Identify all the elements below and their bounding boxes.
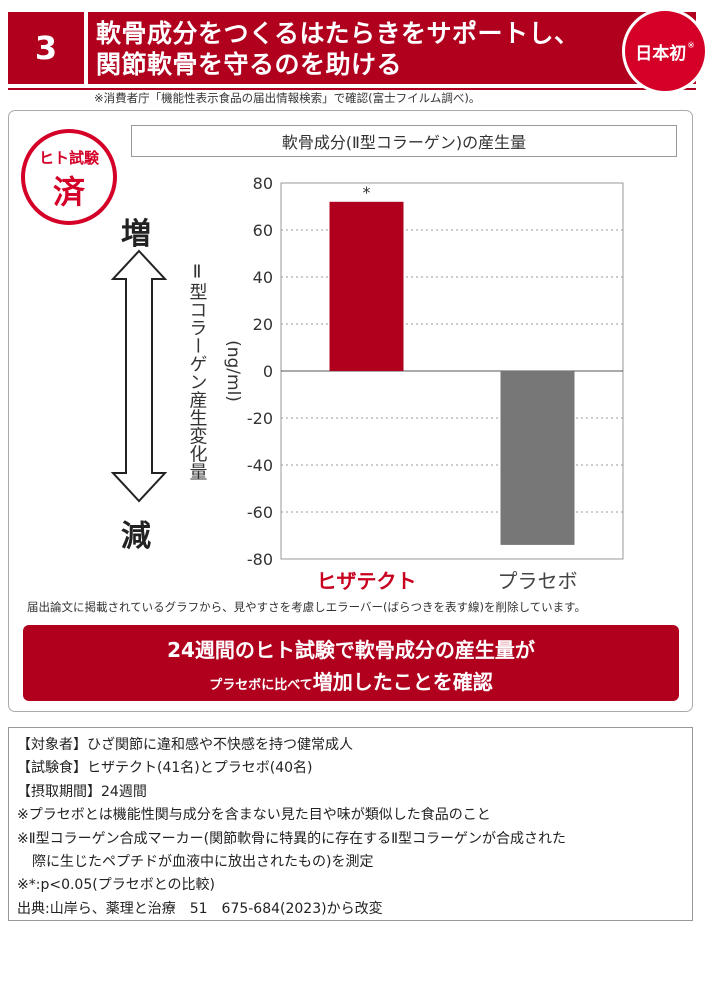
info-line: 際に生じたペプチドが血液中に放出されたもの)を測定 [32,854,374,871]
info-line: 【摂取期間】24週間 [17,783,147,800]
title-line-2: 関節軟骨を守るのを助ける [96,50,403,79]
info-line: ※プラセボとは機能性関与成分を含まない見た目や味が類似した食品のこと [17,807,491,824]
y-tick-label: 80 [253,174,273,193]
y-tick-label: 60 [253,221,273,240]
bar-0 [329,201,404,371]
info-line: ※Ⅱ型コラーゲン合成マーカー(関節軟骨に特異的に存在するⅡ型コラーゲンが合成され… [17,830,566,847]
info-line: 出典:山岸ら、薬理と治療 51 675-684(2023)から改変 [17,900,383,917]
info-line: 【試験食】ヒザテクト(41名)とプラセボ(40名) [17,760,313,777]
result-line-2-big: 増加したことを確認 [312,670,493,694]
header: 3 軟骨成分をつくるはたらきをサポートし、 関節軟骨を守るのを助ける 日本初 ※ [8,8,708,94]
chart-panel: ヒト試験 済 軟骨成分(Ⅱ型コラーゲン)の産生量 増 減 80 60 40 20 0 -2… [8,110,693,712]
stamp-line-1: ヒト試験 [38,149,99,167]
y-tick-label: -80 [247,550,273,569]
y-tick-label: -60 [247,503,273,522]
double-arrow-icon [110,249,168,503]
stamp-line-2: 済 [52,173,85,211]
y-axis-unit: (ng/ml) [223,340,243,402]
x-category-label: プラセボ [498,569,578,591]
section-number: 3 [8,12,84,84]
y-tick-label: -20 [247,409,273,428]
chart-title: 軟骨成分(Ⅱ型コラーゲン)の産生量 [131,125,677,157]
decrease-label: 減 [121,519,151,554]
result-line-2-small: プラセボに比べて [209,678,313,693]
y-axis-label: Ⅱ型コラーゲン産生変化量 [187,262,208,481]
y-tick-label: -40 [247,456,273,475]
increase-label: 増 [121,217,151,252]
disclaimer: 届出論文に掲載されているグラフから、見やすさを考慮しエラーバー(ばらつきを表す線… [27,600,587,614]
bar-chart: 80 60 40 20 0 -20 -40 -60 -80 ヒザテクト * プラセボ Ⅱ型コラーゲン産… [110,174,624,591]
result-line-1: 24週間のヒト試験で軟骨成分の産生量が [167,638,535,662]
y-tick-label: 0 [263,362,273,381]
page-title: 軟骨成分をつくるはたらきをサポートし、 関節軟骨を守るのを助ける [96,18,616,80]
info-line: ※*:p<0.05(プラセボとの比較) [17,877,216,894]
significance-mark: * [363,183,371,202]
study-info-box: 【対象者】ひざ関節に違和感や不快感を持つ健常成人 【試験食】ヒザテクト(41名)… [8,727,693,921]
y-tick-label: 20 [253,315,273,334]
x-category-label: ヒザテクト [317,569,417,591]
result-box: 24週間のヒト試験で軟骨成分の産生量が プラセボに比べて増加したことを確認 [23,625,679,701]
source-note: ※消費者庁「機能性表示食品の届出情報検索」で確認(富士フイルム調べ)。 [94,91,481,105]
y-tick-label: 40 [253,268,273,287]
badge-mark: ※ [687,41,695,51]
bar-1 [500,371,575,545]
title-band: 軟骨成分をつくるはたらきをサポートし、 関節軟骨を守るのを助ける [88,12,696,84]
japan-first-badge: 日本初 ※ [622,8,708,94]
human-trial-stamp: ヒト試験 済 [21,129,117,225]
title-line-1: 軟骨成分をつくるはたらきをサポートし、 [96,19,580,48]
badge-text: 日本初 [635,43,687,64]
result-line-2: プラセボに比べて増加したことを確認 [23,666,679,695]
info-line: 【対象者】ひざ関節に違和感や不快感を持つ健常成人 [17,737,353,753]
